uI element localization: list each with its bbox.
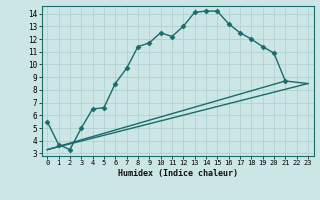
X-axis label: Humidex (Indice chaleur): Humidex (Indice chaleur) [118,169,237,178]
